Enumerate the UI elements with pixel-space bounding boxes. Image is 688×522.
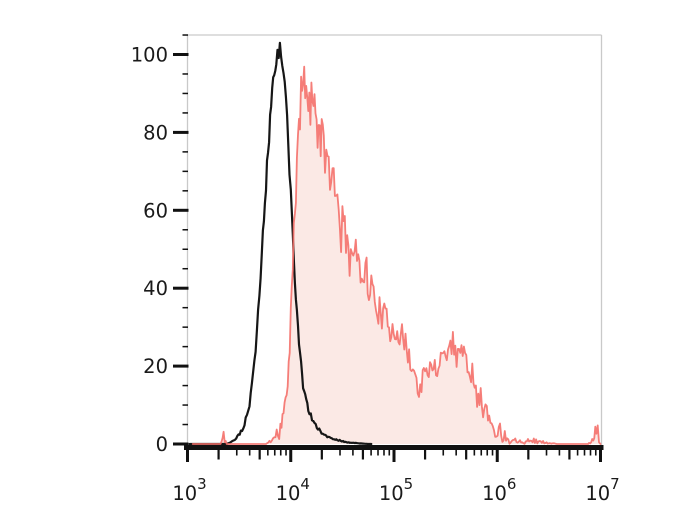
x-minor-tick	[589, 450, 592, 456]
x-minor-tick	[442, 450, 445, 456]
x-minor-tick	[583, 450, 586, 456]
y-tick-label: 40	[143, 277, 168, 300]
x-minor-tick	[473, 450, 476, 456]
x-major-tick	[495, 450, 499, 462]
flow-cytometry-figure: 103 104 105 106 107 0 20 40 60 80 100	[40, 16, 688, 506]
x-minor-tick	[377, 450, 379, 456]
x-minor-tick	[235, 450, 238, 456]
y-minor-tick	[182, 73, 188, 75]
x-minor-tick	[320, 450, 323, 460]
y-major-tick	[173, 364, 189, 368]
x-minor-tick	[279, 450, 282, 456]
y-tick-label: 60	[143, 199, 168, 222]
x-minor-tick	[480, 450, 483, 456]
x-minor-tick	[491, 450, 494, 456]
x-major-tick	[599, 450, 602, 462]
x-minor-tick	[465, 450, 468, 460]
x-tick-exponent: 3	[197, 475, 207, 493]
x-minor-tick	[339, 450, 341, 456]
plot-spines	[186, 34, 603, 445]
x-minor-tick	[383, 450, 385, 456]
x-minor-tick	[285, 450, 287, 456]
x-minor-tick	[361, 450, 365, 460]
x-minor-tick	[258, 450, 261, 460]
y-minor-tick	[182, 384, 188, 387]
series-layer	[188, 41, 602, 446]
y-minor-tick	[182, 306, 188, 309]
x-minor-tick	[423, 450, 427, 460]
x-minor-tick	[568, 450, 571, 460]
x-minor-tick	[594, 450, 597, 456]
x-major-tick	[289, 450, 293, 462]
x-minor-tick	[352, 450, 354, 456]
y-major-tick	[173, 442, 189, 446]
x-minor-tick	[455, 450, 457, 456]
x-minor-tick	[576, 450, 579, 456]
y-minor-tick	[182, 170, 188, 173]
x-minor-tick	[388, 450, 391, 456]
y-axis: 0 20 40 60 80 100	[131, 34, 189, 456]
y-minor-tick	[182, 34, 188, 36]
x-minor-tick	[486, 450, 489, 456]
y-minor-tick	[182, 267, 188, 270]
y-major-tick	[173, 53, 189, 56]
y-minor-tick	[182, 151, 188, 153]
x-minor-tick	[558, 450, 561, 456]
y-tick-label: 80	[143, 121, 168, 144]
y-major-tick	[173, 208, 189, 212]
x-tick-exponent: 7	[610, 475, 620, 493]
y-minor-tick	[182, 423, 188, 426]
x-minor-tick	[545, 450, 548, 456]
y-minor-tick	[182, 404, 188, 406]
x-tick-exponent: 6	[507, 475, 517, 493]
y-tick-label: 100	[131, 44, 168, 67]
y-minor-tick	[182, 112, 188, 114]
x-major-tick	[392, 450, 396, 462]
x-minor-tick	[527, 450, 530, 460]
y-minor-tick	[182, 92, 188, 95]
x-major-tick	[186, 450, 189, 462]
y-major-tick	[173, 286, 189, 290]
x-minor-tick	[273, 450, 276, 456]
x-minor-tick	[248, 450, 251, 456]
y-tick-label: 0	[156, 433, 168, 456]
x-tick-exponent: 4	[300, 475, 310, 493]
x-axis-line	[184, 445, 604, 450]
y-minor-tick	[182, 345, 188, 348]
y-minor-tick	[182, 229, 188, 231]
x-minor-tick	[267, 450, 269, 456]
x-minor-tick	[217, 450, 220, 460]
x-tick-exponent: 5	[404, 475, 414, 493]
y-minor-tick	[182, 190, 188, 192]
y-major-tick	[173, 130, 189, 134]
x-minor-tick	[370, 450, 372, 456]
stained-sample-fill	[192, 66, 601, 444]
y-minor-tick	[182, 326, 188, 328]
y-tick-label: 20	[143, 355, 168, 378]
y-minor-tick	[182, 248, 188, 250]
stained-sample-curve	[191, 65, 602, 445]
